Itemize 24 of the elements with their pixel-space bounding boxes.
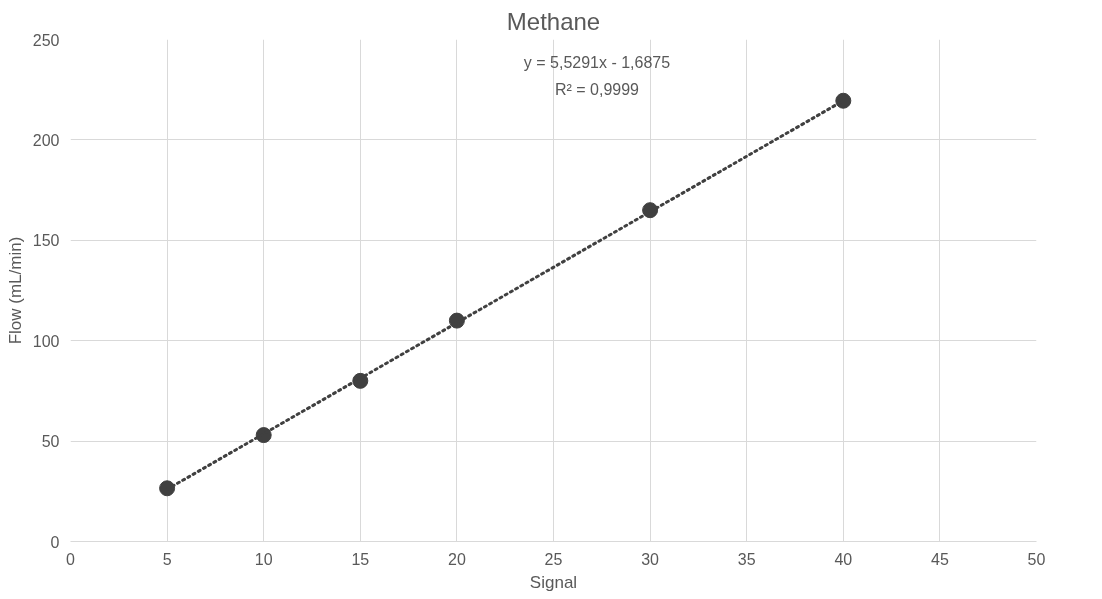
point	[835, 92, 852, 109]
x-tick-label: 10	[254, 550, 273, 568]
x-tick-label: 5	[162, 550, 172, 568]
x-tick-label: 35	[737, 550, 756, 568]
x-tick-label: 45	[931, 550, 949, 568]
y-tick-label: 0	[50, 533, 60, 551]
y-tick-label: 100	[32, 332, 60, 350]
x-axis-title: Signal	[529, 572, 578, 592]
x-tick-label: 40	[834, 550, 853, 568]
x-tick-label: 30	[641, 550, 660, 568]
y-tick-label: 250	[32, 31, 60, 49]
y-tick-label: 200	[32, 131, 60, 149]
annotation: y = 5,5291x - 1,6875	[523, 53, 671, 71]
point	[159, 480, 176, 497]
x-tick-label: 0	[66, 550, 76, 568]
x-tick-label: 20	[448, 550, 466, 568]
y-axis-title: Flow (mL/min)	[5, 236, 25, 345]
x-tick-label: 50	[1027, 550, 1046, 568]
x-tick-label: 25	[544, 550, 563, 568]
chart-title: Methane	[506, 7, 601, 35]
annotation: R² = 0,9999	[554, 81, 640, 99]
y-tick-label: 150	[32, 232, 60, 250]
x-tick-label: 15	[351, 550, 370, 568]
y-tick-label: 50	[41, 433, 60, 451]
